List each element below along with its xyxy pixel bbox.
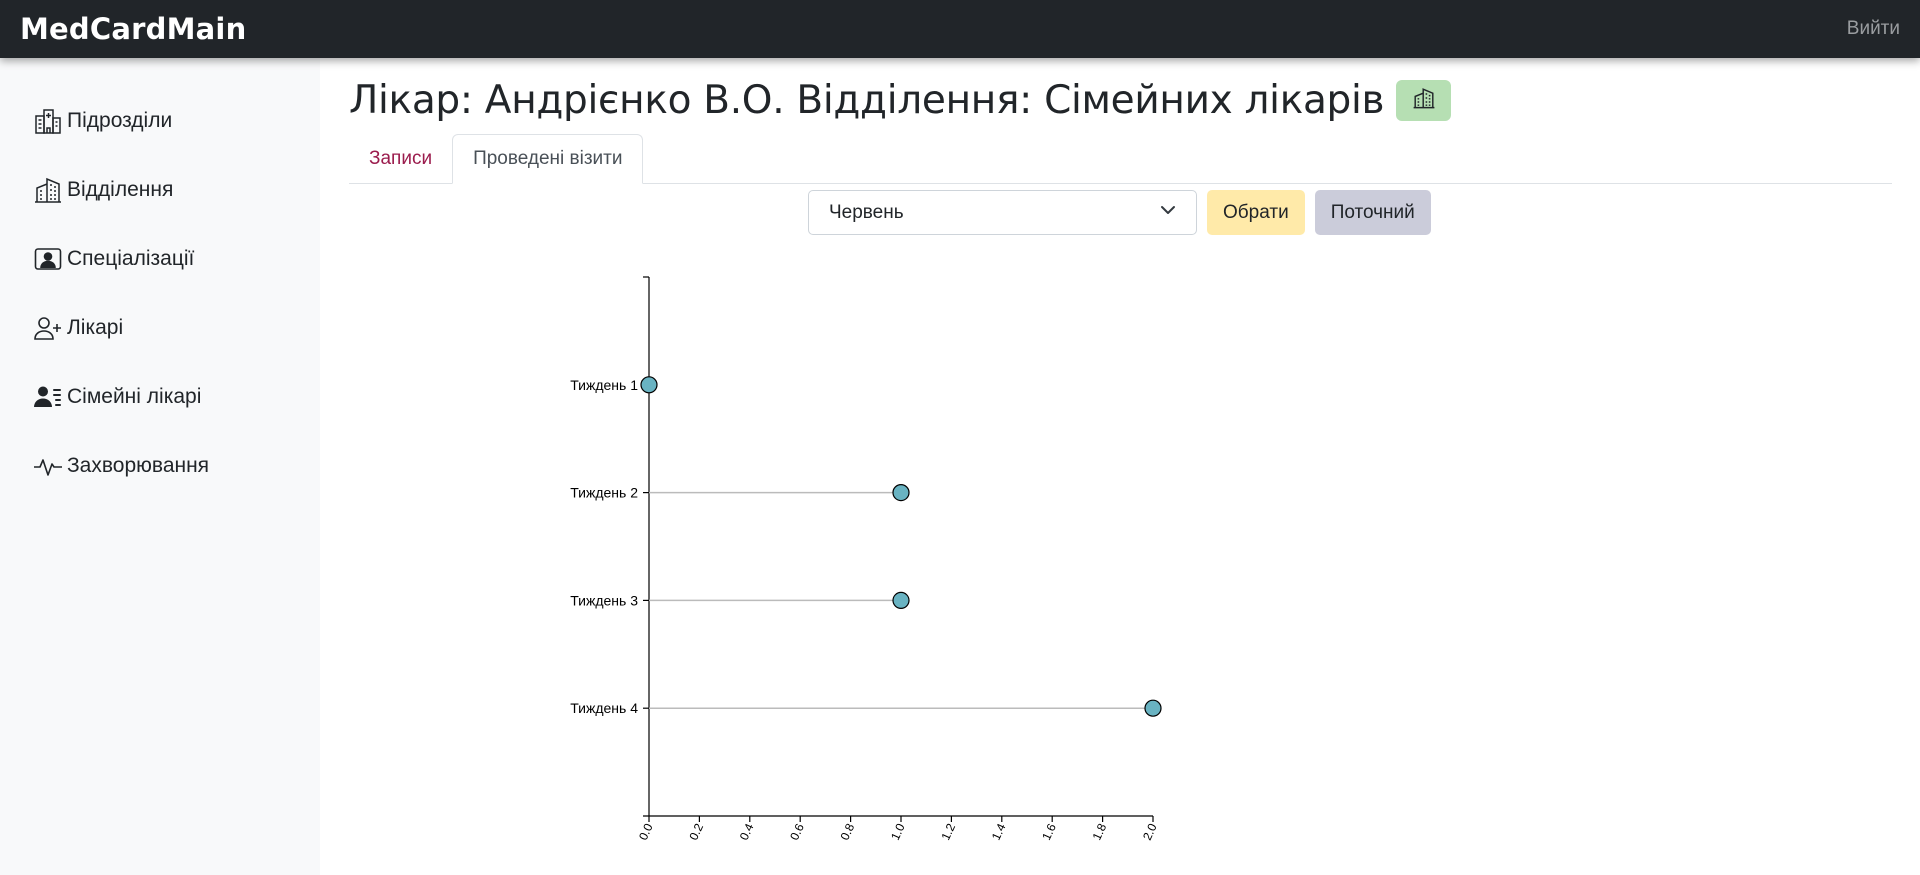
sidebar-item-label: Відділення bbox=[67, 177, 174, 201]
y-tick-label: Тиждень 2 bbox=[570, 485, 638, 501]
main-content: Лікар: Андрієнко В.О. Відділення: Сімейн… bbox=[349, 58, 1892, 875]
month-select-value: Червень bbox=[829, 201, 904, 223]
pulse-icon bbox=[33, 451, 63, 481]
sidebar-item-diseases[interactable]: Захворювання bbox=[0, 431, 320, 500]
person-plus-icon bbox=[33, 313, 63, 343]
x-tick-label: 0.0 bbox=[636, 821, 656, 842]
page-title-text: Лікар: Андрієнко В.О. Відділення: Сімейн… bbox=[349, 78, 1385, 123]
sidebar-item-doctors[interactable]: Лікарі bbox=[0, 293, 320, 362]
y-tick-label: Тиждень 4 bbox=[570, 700, 638, 716]
x-tick-label: 0.8 bbox=[838, 821, 858, 842]
page-title: Лікар: Андрієнко В.О. Відділення: Сімейн… bbox=[349, 78, 1452, 123]
x-tick-label: 0.2 bbox=[686, 821, 706, 842]
person-lines-icon bbox=[33, 382, 63, 412]
sidebar: Підрозділи Відділення Спеціалізації bbox=[0, 58, 320, 875]
choose-button[interactable]: Обрати bbox=[1207, 190, 1305, 235]
department-badge[interactable] bbox=[1396, 80, 1452, 121]
lollipop-point bbox=[892, 484, 910, 502]
sidebar-item-label: Підрозділи bbox=[67, 108, 173, 132]
x-tick-label: 0.6 bbox=[787, 821, 807, 842]
y-tick-label: Тиждень 3 bbox=[570, 592, 638, 608]
sidebar-item-subdivisions[interactable]: Підрозділи bbox=[0, 86, 320, 155]
x-tick-label: 1.4 bbox=[989, 821, 1009, 842]
sidebar-item-specializations[interactable]: Спеціалізації bbox=[0, 224, 320, 293]
top-navbar: MedCardMain Вийти bbox=[0, 0, 1920, 58]
lollipop-point bbox=[1144, 699, 1162, 717]
month-select[interactable]: Червень bbox=[808, 190, 1197, 235]
x-tick-label: 1.0 bbox=[888, 821, 908, 842]
hospital-icon bbox=[33, 106, 63, 136]
brand-logo[interactable]: MedCardMain bbox=[20, 12, 247, 46]
x-tick-label: 0.4 bbox=[737, 821, 757, 842]
sidebar-item-label: Сімейні лікарі bbox=[67, 384, 202, 408]
tab-completed-visits[interactable]: Проведені візити bbox=[452, 134, 644, 184]
building-icon bbox=[33, 175, 63, 205]
building-icon bbox=[1412, 86, 1436, 115]
lollipop-point bbox=[640, 376, 658, 394]
sidebar-item-label: Спеціалізації bbox=[67, 246, 195, 270]
tabs: Записи Проведені візити bbox=[349, 134, 1892, 184]
x-tick-label: 2.0 bbox=[1140, 821, 1160, 842]
y-tick-label: Тиждень 1 bbox=[570, 377, 638, 393]
logout-link[interactable]: Вийти bbox=[1846, 18, 1900, 39]
person-badge-icon bbox=[33, 244, 63, 274]
sidebar-item-label: Захворювання bbox=[67, 453, 210, 477]
sidebar-item-departments[interactable]: Відділення bbox=[0, 155, 320, 224]
x-tick-label: 1.8 bbox=[1090, 821, 1110, 842]
chevron-down-icon bbox=[1160, 202, 1176, 224]
filter-controls: Червень Обрати Поточний bbox=[808, 190, 1431, 235]
x-tick-label: 1.2 bbox=[938, 821, 958, 842]
sidebar-item-label: Лікарі bbox=[67, 315, 124, 339]
current-button[interactable]: Поточний bbox=[1314, 190, 1431, 235]
tab-records[interactable]: Записи bbox=[369, 147, 433, 169]
lollipop-point bbox=[892, 591, 910, 610]
x-tick-label: 1.6 bbox=[1039, 821, 1059, 842]
sidebar-item-family-doctors[interactable]: Сімейні лікарі bbox=[0, 362, 320, 431]
